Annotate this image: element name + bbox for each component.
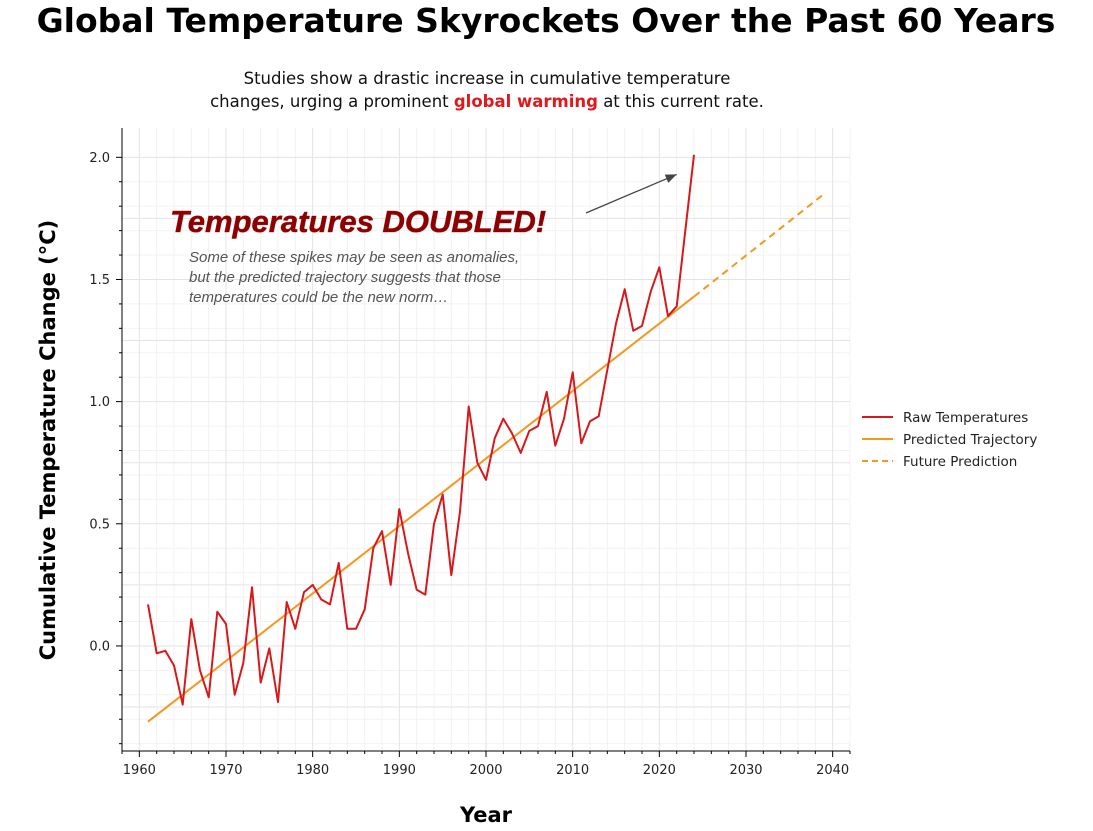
series-line-future-prediction — [693, 193, 825, 298]
subtitle-highlight: global warming — [454, 92, 598, 111]
series-layer — [147, 154, 825, 723]
x-tick-label: 2030 — [729, 763, 762, 778]
subtitle-text-before: changes, urging a prominent — [210, 92, 454, 111]
x-tick-label: 1990 — [383, 763, 416, 778]
x-tick-label: 2000 — [469, 763, 502, 778]
series-line-predicted-trajectory — [147, 295, 695, 723]
x-tick-label: 2020 — [643, 763, 676, 778]
x-tick-label: 2010 — [556, 763, 589, 778]
x-tick-label: 2040 — [816, 763, 849, 778]
arrow-head — [664, 174, 677, 183]
y-tick-label: 0.0 — [89, 639, 110, 654]
x-tick-label: 1960 — [123, 763, 156, 778]
annotation-body-line1: Some of these spikes may be seen as anom… — [189, 249, 519, 266]
annotation-body-line3: temperatures could be the new norm… — [189, 289, 448, 306]
series-line-raw-temperatures — [147, 154, 695, 706]
chart-subtitle-line2: changes, urging a prominent global warmi… — [210, 92, 764, 111]
legend-label: Predicted Trajectory — [903, 432, 1037, 448]
subtitle-text-after: at this current rate. — [598, 92, 764, 111]
annotation-body-line2: but the predicted trajectory suggests th… — [189, 269, 501, 286]
x-tick-label: 1970 — [209, 763, 242, 778]
arrow-shaft — [585, 173, 677, 214]
y-axis-label: Cumulative Temperature Change (°C) — [36, 220, 60, 661]
annotation-arrow — [585, 173, 677, 214]
x-ticks: 1960 1970 1980 1990 2000 2010 2020 2030 2040 — [121, 751, 851, 778]
x-axis-label: Year — [459, 803, 513, 827]
x-tick-label: 1980 — [296, 763, 329, 778]
y-tick-label: 2.0 — [89, 151, 110, 166]
chart-subtitle-line1: Studies show a drastic increase in cumul… — [244, 69, 731, 88]
legend: Raw Temperatures Predicted Trajectory Futu… — [862, 410, 1037, 470]
y-ticks: 0.0 0.5 1.0 1.5 2.0 — [89, 151, 122, 745]
y-tick-label: 0.5 — [89, 517, 110, 532]
y-tick-label: 1.0 — [89, 395, 110, 410]
grid-major — [122, 128, 850, 751]
legend-label: Future Prediction — [903, 454, 1017, 470]
annotation-title: Temperatures DOUBLED! — [170, 204, 546, 239]
legend-label: Raw Temperatures — [903, 410, 1028, 426]
chart-title: Global Temperature Skyrockets Over the P… — [37, 1, 1056, 40]
y-tick-label: 1.5 — [89, 273, 110, 288]
